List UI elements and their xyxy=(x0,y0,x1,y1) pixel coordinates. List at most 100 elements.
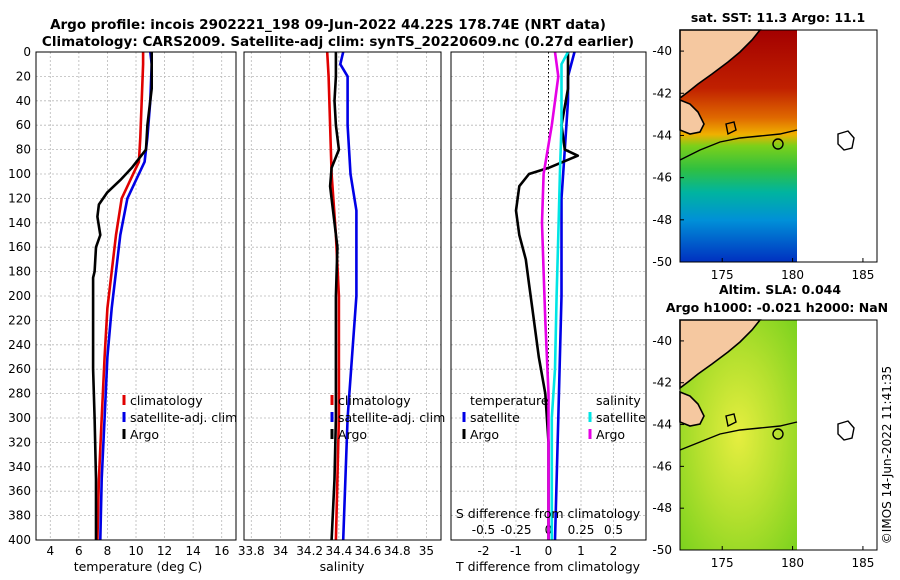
legend-label: satellite-adj. clim xyxy=(338,410,445,425)
difference-x-tick-label: -2 xyxy=(478,544,490,558)
sla-map: Altim. SLA: 0.044 Argo h1000: -0.021 h20… xyxy=(652,282,888,570)
legend-label: satellite xyxy=(470,410,520,425)
difference-frame xyxy=(450,51,647,541)
legend-label: climatology xyxy=(130,393,203,408)
s-diff-x-tick-label: -0.5 xyxy=(472,523,495,537)
depth-tick-label: 200 xyxy=(8,289,31,303)
sla-empty-area xyxy=(797,320,877,550)
temperature-x-tick-label: 4 xyxy=(46,544,54,558)
salinity-x-tick-label: 34.4 xyxy=(325,544,352,558)
s-diff-x-tick-label: 0.5 xyxy=(604,523,623,537)
depth-tick-label: 0 xyxy=(23,45,31,59)
temperature-x-tick-label: 8 xyxy=(104,544,112,558)
depth-tick-label: 260 xyxy=(8,362,31,376)
map-lat-label: -48 xyxy=(652,501,672,515)
temperature-series-argo xyxy=(91,52,153,540)
sst-depth-contour xyxy=(679,129,798,161)
depth-tick-label: 100 xyxy=(8,167,31,181)
salinity-x-tick-label: 35 xyxy=(419,544,434,558)
depth-tick-label: 280 xyxy=(8,387,31,401)
depth-tick-label: 160 xyxy=(8,240,31,254)
map-lat-label: -46 xyxy=(652,171,672,185)
temperature-frame xyxy=(35,51,237,541)
salinity-x-tick-label: 34 xyxy=(273,544,288,558)
s-diff-xlabel: S difference from climatology xyxy=(456,506,641,521)
temperature-x-tick-label: 10 xyxy=(128,544,143,558)
legend-label: Argo xyxy=(470,427,499,442)
temperature-x-tick-label: 6 xyxy=(75,544,83,558)
map-lat-label: -40 xyxy=(652,44,672,58)
sla-land-north xyxy=(679,319,762,390)
figure-title-line1: Argo profile: incois 2902221_198 09-Jun-… xyxy=(50,17,606,33)
map-lat-label: -50 xyxy=(652,255,672,269)
difference-x-tick-label: 0 xyxy=(545,544,553,558)
sst-empty-area xyxy=(797,30,877,262)
temperature-x-tick-label: 12 xyxy=(157,544,172,558)
sst-map: sat. SST: 11.3 Argo: 11.1 -40-42-44-46-4… xyxy=(652,10,878,282)
salinity-series-climatology xyxy=(325,51,341,541)
map-lat-label: -42 xyxy=(652,86,672,100)
t-diff-xlabel: T difference from climatology xyxy=(455,559,641,574)
map-lat-label: -50 xyxy=(652,543,672,557)
salinity-x-tick-label: 34.2 xyxy=(296,544,323,558)
salinity-panel: 33.8 34 34.2 34.4 34.6 34.8 35 climatology satel… xyxy=(238,51,445,558)
figure-title-line2: Climatology: CARS2009. Satellite-adj cli… xyxy=(42,34,634,50)
map-lat-label: -44 xyxy=(652,128,672,142)
depth-tick-label: 240 xyxy=(8,338,31,352)
s-diff-x-tick-label: 0.25 xyxy=(568,523,595,537)
sla-far-contour xyxy=(837,420,855,441)
difference-series-salinity-satellite xyxy=(550,51,570,540)
depth-tick-label: 180 xyxy=(8,265,31,279)
salinity-xlabel: salinity xyxy=(320,559,365,574)
depth-tick-label: 80 xyxy=(16,143,31,157)
legend-label: satellite xyxy=(596,410,646,425)
map-lat-label: -40 xyxy=(652,334,672,348)
temperature-x-tick-label: 16 xyxy=(214,544,229,558)
sla-island-contour xyxy=(725,413,737,428)
map-lat-label: -48 xyxy=(652,213,672,227)
depth-tick-label: 140 xyxy=(8,216,31,230)
sst-map-title: sat. SST: 11.3 Argo: 11.1 xyxy=(691,10,865,25)
sst-land-chatham xyxy=(679,98,705,135)
depth-tick-label: 120 xyxy=(8,191,31,205)
temperature-xlabel: temperature (deg C) xyxy=(74,559,203,574)
sla-depth-contour xyxy=(679,421,798,451)
salinity-x-tick-label: 34.6 xyxy=(355,544,382,558)
salinity-x-tick-label: 33.8 xyxy=(238,544,265,558)
map-lon-label: 180 xyxy=(781,556,804,570)
temperature-x-tick-label: 14 xyxy=(186,544,201,558)
map-lon-label: 185 xyxy=(851,556,874,570)
sst-far-contour xyxy=(837,130,855,151)
sla-argo-position xyxy=(772,428,784,440)
temperature-series-climatology xyxy=(96,52,145,541)
depth-tick-label: 60 xyxy=(16,118,31,132)
depth-tick-label: 20 xyxy=(16,69,31,83)
difference-series-temperature-argo xyxy=(514,52,580,540)
legend-title-salinity: salinity xyxy=(596,393,641,408)
sla-map-title-line2: Argo h1000: -0.021 h2000: NaN xyxy=(666,300,888,315)
depth-tick-label: 340 xyxy=(8,460,31,474)
depth-tick-label: 40 xyxy=(16,94,31,108)
sla-map-title-line1: Altim. SLA: 0.044 xyxy=(719,282,841,297)
map-lon-label: 175 xyxy=(711,556,734,570)
legend-label: climatology xyxy=(338,393,411,408)
map-lon-label: 180 xyxy=(781,268,804,282)
salinity-series-satellite-adj-clim xyxy=(339,51,358,541)
sst-map-ticks: -40 -42 -44 -46 -48 -50 175 180 185 xyxy=(652,44,874,282)
imos-stamp: ©IMOS 14-Jun-2022 11:41:35 xyxy=(880,366,894,544)
salinity-x-tick-label: 34.8 xyxy=(384,544,411,558)
map-lon-label: 175 xyxy=(711,268,734,282)
map-lat-label: -46 xyxy=(652,459,672,473)
map-lat-label: -44 xyxy=(652,418,672,432)
legend-label: satellite-adj. clim xyxy=(130,410,237,425)
sst-island-contour xyxy=(725,121,737,136)
map-lon-label: 185 xyxy=(851,268,874,282)
map-lat-label: -42 xyxy=(652,376,672,390)
sst-map-frame xyxy=(679,29,878,263)
salinity-frame xyxy=(243,51,442,541)
difference-x-tick-label: 1 xyxy=(577,544,585,558)
sla-map-frame xyxy=(679,319,878,551)
depth-tick-label: 320 xyxy=(8,435,31,449)
legend-label: Argo xyxy=(596,427,625,442)
